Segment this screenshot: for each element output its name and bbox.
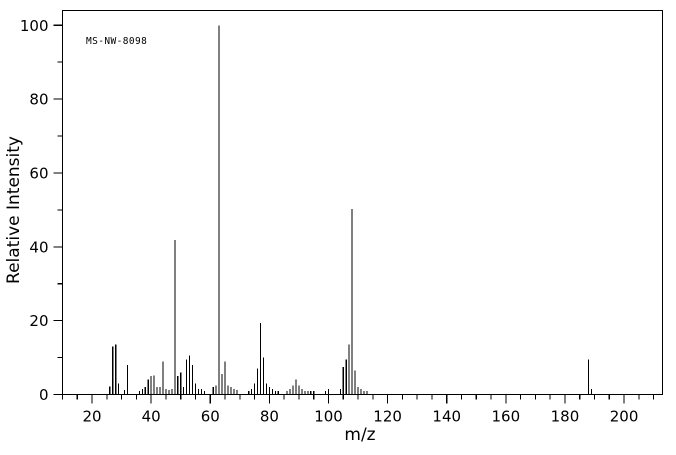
x-tick-label: 80 [260,408,279,426]
y-tick-label: 100 [20,17,49,35]
x-tick-label: 60 [201,408,220,426]
y-axis-title: Relative Intensity [4,136,24,284]
plot-border [61,9,664,396]
y-axis-tick-labels: 0 20 40 60 80 100 [20,17,49,404]
x-tick-label: 180 [551,408,580,426]
x-tick-label: 20 [83,408,102,426]
x-tick-label: 160 [492,408,521,426]
y-axis-ticks [53,24,63,396]
x-tick-label: 120 [373,408,402,426]
y-tick-label: 0 [39,386,49,404]
x-axis-ticks [61,394,655,404]
spectrum-id-annotation: MS-NW-8098 [86,36,147,47]
plot-frame [61,9,664,396]
x-tick-label: 40 [142,408,161,426]
y-tick-label: 40 [29,238,48,256]
x-tick-label: 100 [314,408,343,426]
x-tick-label: 200 [610,408,639,426]
x-tick-label: 140 [432,408,461,426]
x-axis-title: m/z [344,425,375,445]
y-tick-label: 20 [29,312,48,330]
y-tick-label: 60 [29,164,48,182]
x-axis-tick-labels: 20 40 60 80 100 120 140 160 180 200 [83,408,639,426]
peak-series [109,25,593,395]
y-tick-label: 80 [29,91,48,109]
